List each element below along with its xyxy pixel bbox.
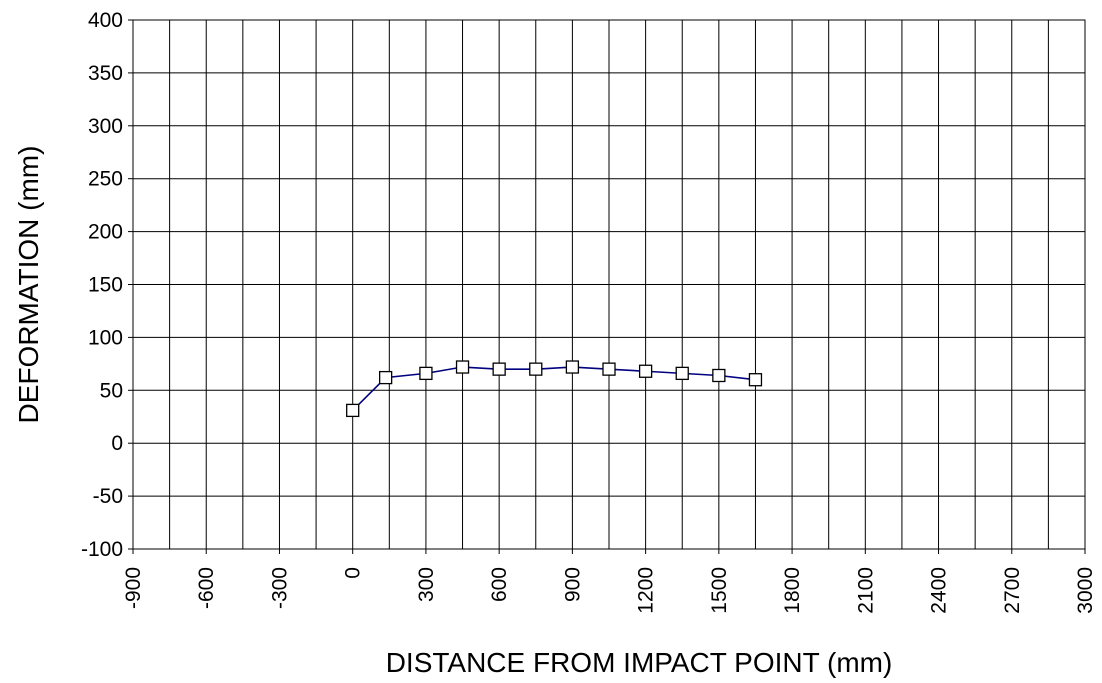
- y-tick-label: -100: [81, 538, 123, 561]
- x-tick-label: -600: [195, 567, 218, 609]
- y-tick-label: 150: [88, 274, 123, 297]
- y-tick-label: 100: [88, 326, 123, 349]
- y-tick-label: 0: [111, 432, 123, 455]
- x-tick-label: 1500: [708, 567, 731, 614]
- y-tick-label: 400: [88, 9, 123, 32]
- data-point-marker: [346, 403, 360, 418]
- data-point-marker: [419, 366, 433, 381]
- x-tick-label: 900: [561, 567, 584, 602]
- series-layer: [346, 360, 763, 418]
- data-point-marker: [638, 364, 653, 378]
- y-tick-label: 50: [100, 379, 123, 402]
- data-point-marker: [602, 362, 616, 376]
- data-point-marker: [712, 368, 726, 383]
- x-axis-tick-labels: -900 -600 -300 0 300 600 900 1200 1500 1800 2100 24…: [122, 549, 1097, 614]
- y-tick-label: 200: [88, 221, 123, 244]
- y-tick-label: 300: [88, 115, 123, 138]
- x-tick-label: 2100: [854, 567, 877, 614]
- x-axis-title: DISTANCE FROM IMPACT POINT (mm): [386, 647, 893, 678]
- x-tick-label: 3000: [1074, 567, 1097, 614]
- data-point-marker: [529, 362, 543, 376]
- data-point-marker: [492, 362, 506, 376]
- data-point-marker: [748, 373, 763, 387]
- y-axis-title: DEFORMATION (mm): [13, 146, 44, 424]
- y-tick-label: -50: [93, 485, 123, 508]
- x-tick-label: -900: [122, 567, 145, 609]
- x-tick-label: 1200: [635, 567, 658, 614]
- x-tick-label: 2400: [928, 567, 951, 614]
- data-point-marker: [565, 360, 580, 374]
- y-tick-label: 250: [88, 168, 123, 191]
- y-axis-tick-labels: 400 350 300 250 200 150 100 50 0 -50 -100: [81, 9, 133, 561]
- x-tick-label: 0: [342, 567, 365, 579]
- data-point-marker: [378, 370, 393, 385]
- grid: [133, 20, 1085, 549]
- data-point-marker: [675, 366, 689, 381]
- series-line: [352, 366, 756, 411]
- x-tick-label: 2700: [1001, 567, 1024, 614]
- data-point-marker: [455, 360, 470, 374]
- x-tick-label: 600: [488, 567, 511, 602]
- x-tick-label: -300: [268, 567, 291, 609]
- x-tick-label: 1800: [781, 567, 804, 614]
- y-tick-label: 350: [88, 62, 123, 85]
- x-tick-label: 300: [415, 567, 438, 602]
